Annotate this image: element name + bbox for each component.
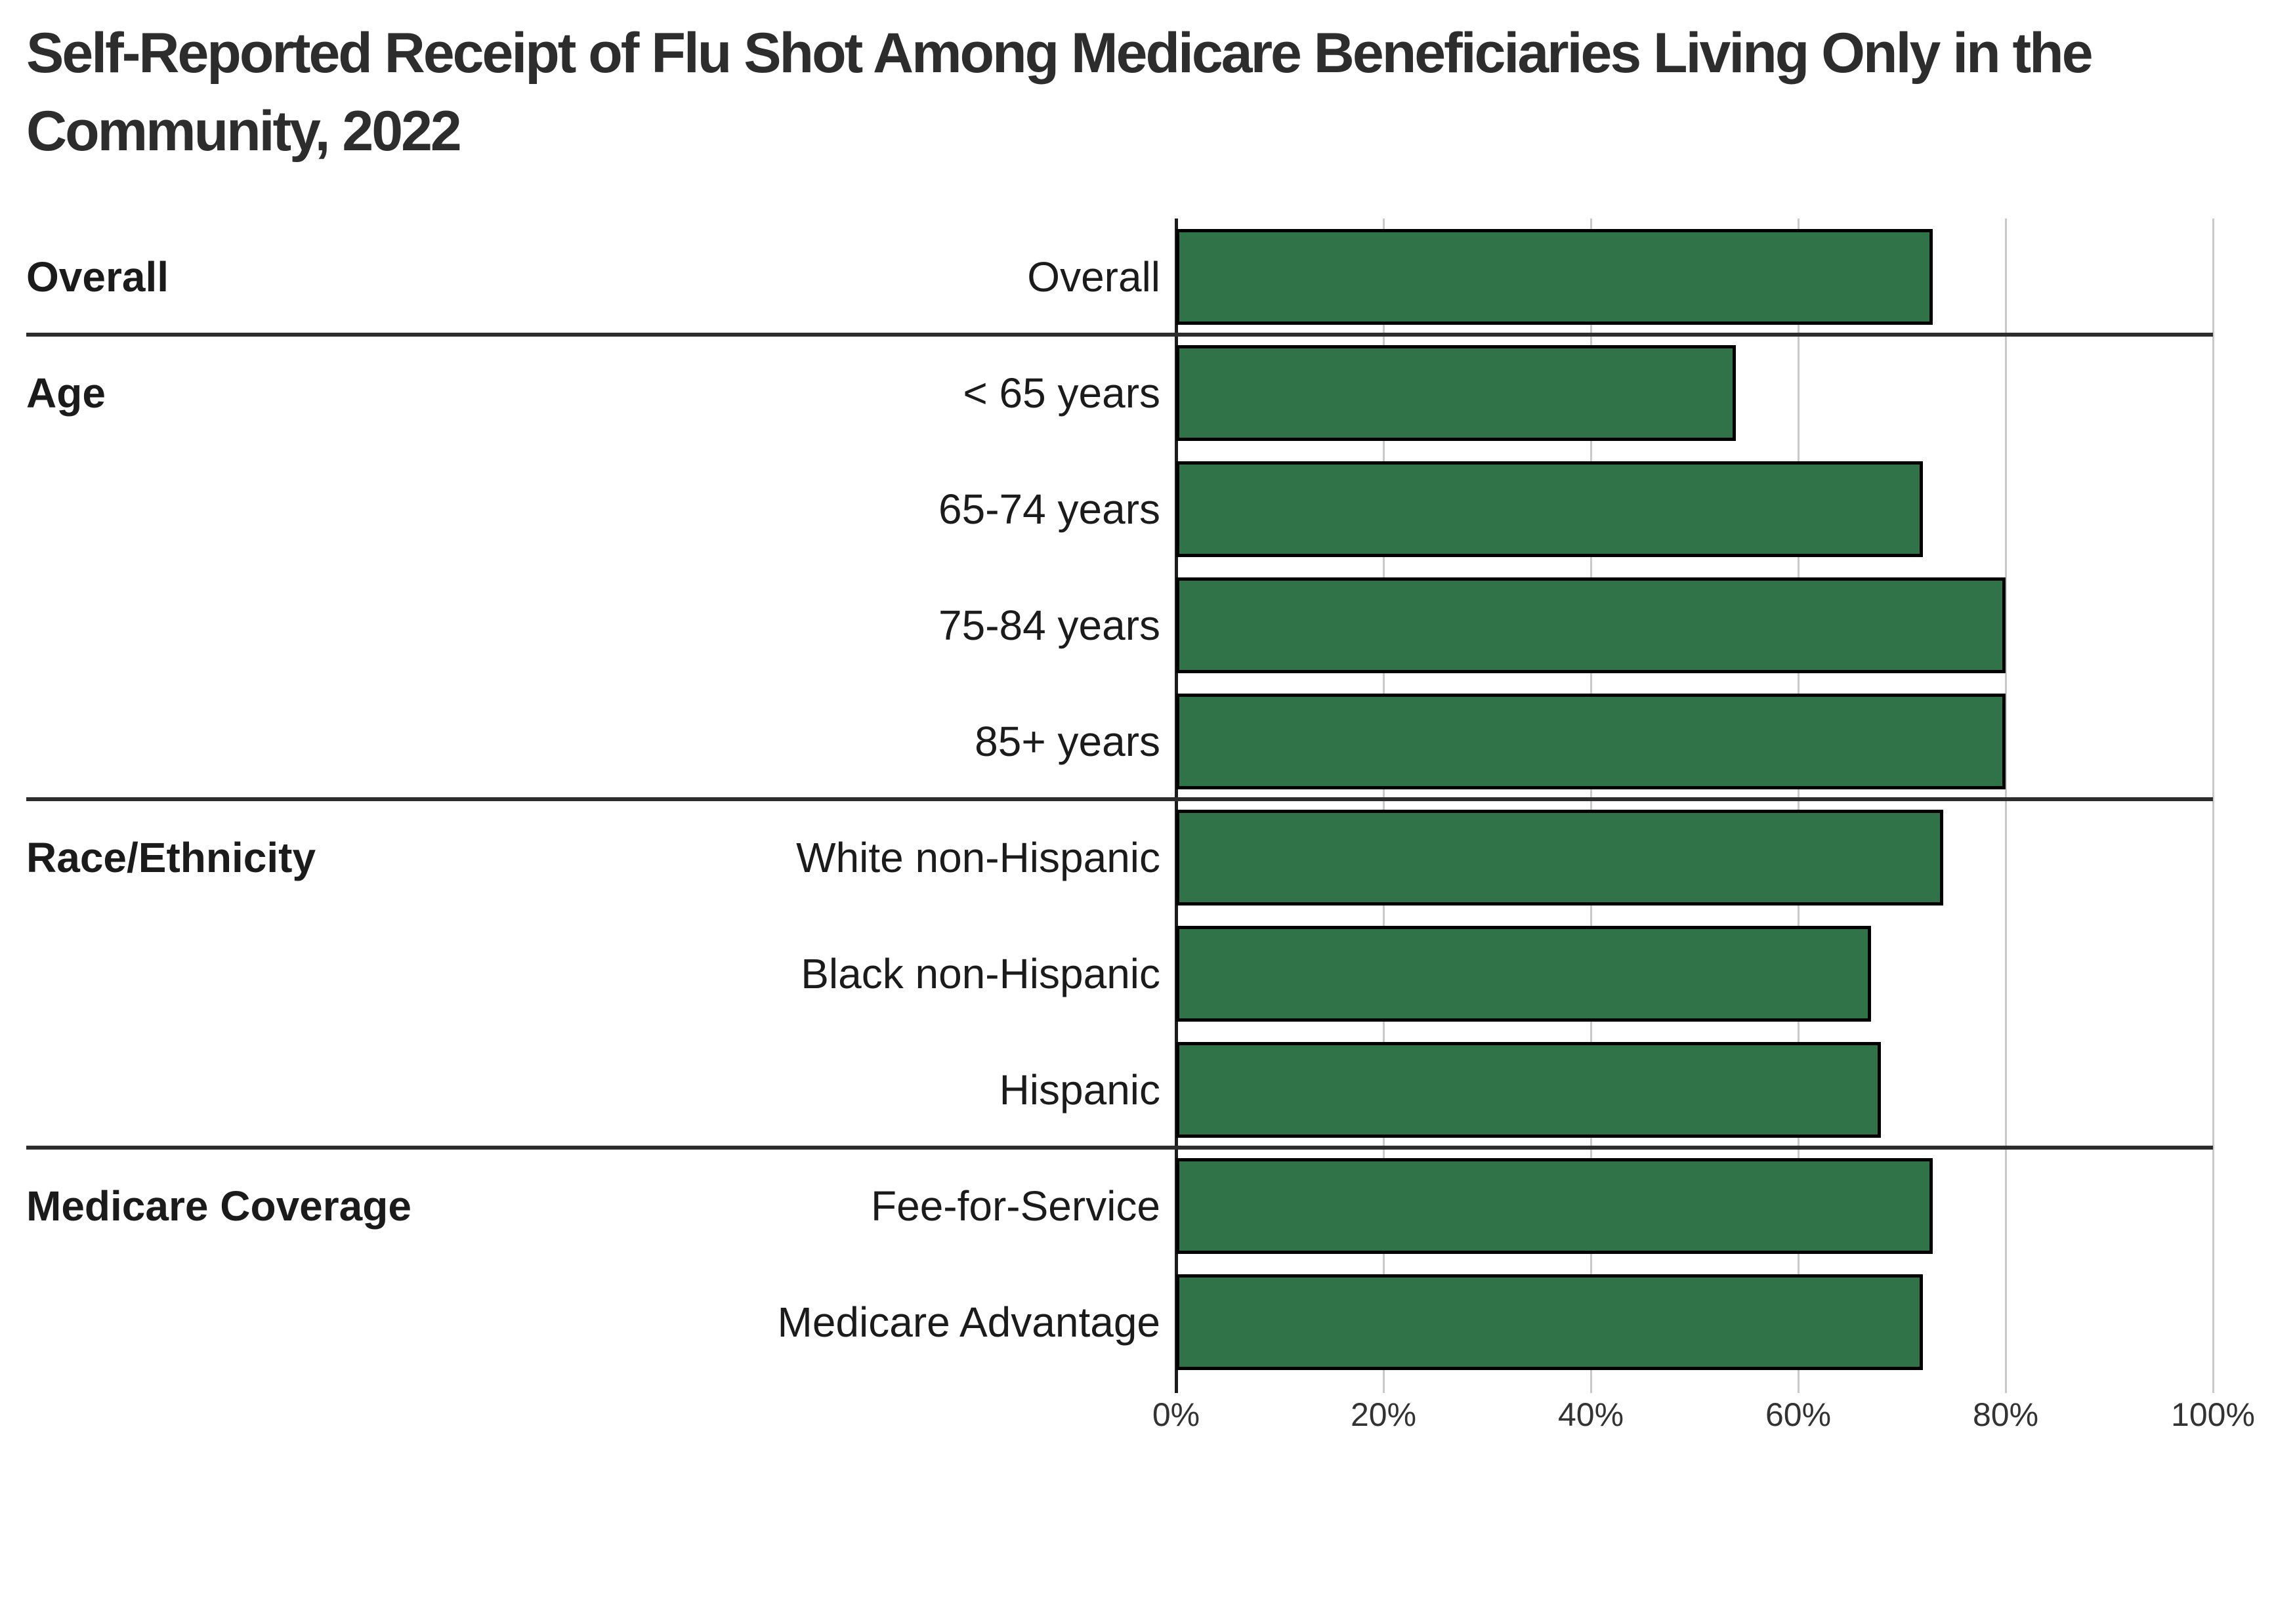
group-divider — [26, 333, 2213, 337]
bar-medicare-advantage — [1176, 1274, 1923, 1370]
bar-65-years — [1176, 345, 1736, 441]
gridline-80pct — [2005, 219, 2007, 1393]
chart-title: Self-Reported Receipt of Flu Shot Among … — [26, 14, 2094, 170]
bar-65-74-years — [1176, 461, 1923, 557]
bar-fee-for-service — [1176, 1158, 1933, 1254]
chart-title-line2: Community, 2022 — [26, 99, 462, 163]
gridline-100pct — [2212, 219, 2214, 1393]
bar-85-years — [1176, 694, 2006, 789]
row-label-black-non-hispanic: Black non-Hispanic — [801, 949, 1160, 997]
row-label-75-84-years: 75-84 years — [938, 601, 1160, 649]
bar-overall — [1176, 229, 1933, 325]
bar-hispanic — [1176, 1042, 1881, 1138]
row-label-overall: Overall — [1027, 253, 1160, 301]
row-label-65-years: < 65 years — [963, 369, 1160, 417]
row-label-white-non-hispanic: White non-Hispanic — [796, 833, 1160, 881]
group-label-race-ethnicity: Race/Ethnicity — [26, 833, 316, 881]
row-label-fee-for-service: Fee-for-Service — [871, 1182, 1160, 1230]
group-label-overall: Overall — [26, 253, 169, 301]
x-axis-zero-line — [1175, 219, 1178, 1393]
row-label-85-years: 85+ years — [975, 717, 1160, 765]
gridline-40pct — [1590, 219, 1592, 1393]
group-label-medicare-coverage: Medicare Coverage — [26, 1182, 411, 1230]
row-label-medicare-advantage: Medicare Advantage — [777, 1298, 1161, 1346]
gridline-20pct — [1383, 219, 1385, 1393]
row-label-hispanic: Hispanic — [999, 1066, 1160, 1114]
group-label-age: Age — [26, 369, 106, 417]
gridline-60pct — [1798, 219, 1800, 1393]
x-tick-label-0pct: 0% — [1152, 1396, 1200, 1433]
bar-75-84-years — [1176, 577, 2006, 673]
x-tick-label-20pct: 20% — [1350, 1396, 1417, 1433]
bar-white-non-hispanic — [1176, 810, 1943, 906]
group-divider — [26, 797, 2213, 801]
bar-black-non-hispanic — [1176, 926, 1871, 1022]
x-tick-label-60pct: 60% — [1765, 1396, 1832, 1433]
group-divider — [26, 1146, 2213, 1150]
x-tick-label-40pct: 40% — [1557, 1396, 1624, 1433]
x-tick-label-80pct: 80% — [1972, 1396, 2039, 1433]
row-label-65-74-years: 65-74 years — [938, 485, 1160, 533]
chart-title-line1: Self-Reported Receipt of Flu Shot Among … — [26, 22, 2094, 85]
x-tick-label-100pct: 100% — [2171, 1396, 2255, 1433]
